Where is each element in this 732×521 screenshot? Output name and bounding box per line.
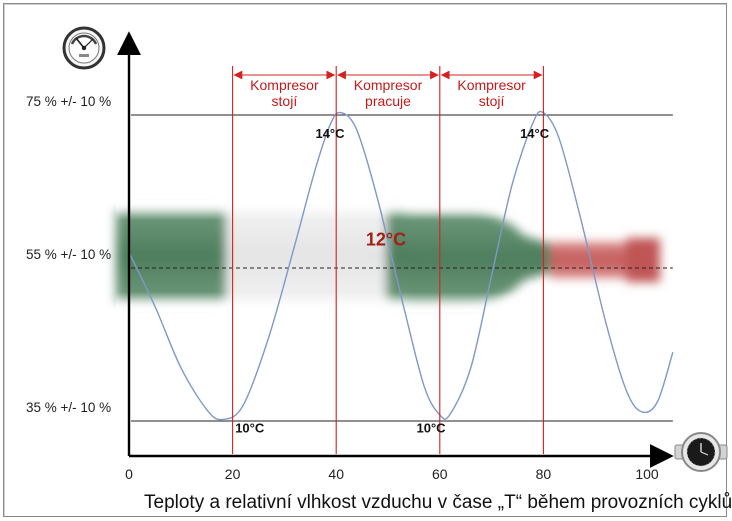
temperature-label-4: 10°C [416,420,446,435]
x-tick-label-0: 0 [125,466,133,482]
temperature-label-1: 14°C [315,126,345,141]
y-level-label-75: 75 % +/- 10 % [26,94,111,109]
hygrometer-icon [62,26,106,70]
x-tick-label-40: 40 [328,466,344,482]
chart-caption: Teploty a relativní vlhkost vzduchu v ča… [144,492,732,513]
y-level-label-35: 35 % +/- 10 % [26,400,111,415]
phase-label-1-line2: stojí [272,93,298,109]
phase-label-1-line1: Kompresor [250,77,319,93]
wristwatch-icon [674,432,728,472]
y-level-label-55: 55 % +/- 10 % [26,247,111,262]
humidity-temperature-curve [128,110,674,421]
temperature-label-2: 14°C [520,126,550,141]
x-tick-label-60: 60 [432,466,448,482]
x-tick-label-20: 20 [225,466,241,482]
chart: KompresorstojíKompresorpracujeKompresors… [26,26,728,482]
phase-label-3-line2: stojí [479,93,505,109]
figure-frame: Kompresor stojí Kompresor pracuje Kompresor s… [3,3,732,517]
phase-label-2-line1: Kompresor [354,77,423,93]
phase-label-2-line2: pracuje [365,93,411,109]
wine-bottle-illustration [116,200,676,312]
x-tick-label-80: 80 [536,466,552,482]
center-temperature-label: 12°C [366,229,406,249]
temperature-label-3: 10°C [235,420,265,435]
phase-label-3-line1: Kompresor [457,77,526,93]
x-tick-label-100: 100 [635,466,659,482]
